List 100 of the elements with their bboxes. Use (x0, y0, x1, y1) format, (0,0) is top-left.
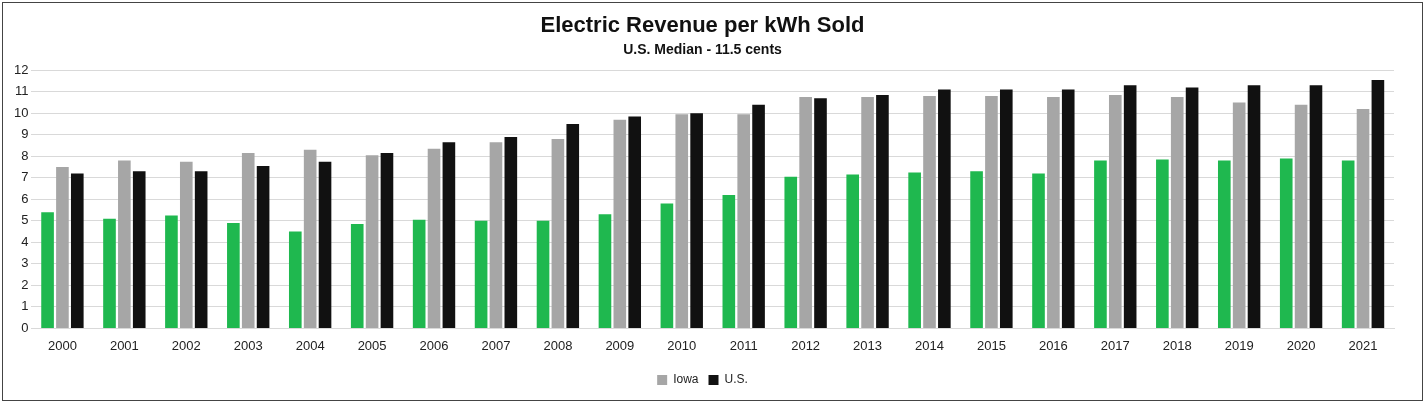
x-tick-label: 2015 (976, 337, 1006, 353)
bar (165, 215, 178, 328)
bar (1185, 87, 1199, 328)
bar (999, 89, 1013, 328)
bar (118, 160, 131, 328)
x-tick-label: 2009 (605, 337, 635, 353)
bar (1294, 104, 1308, 328)
x-tick-label: 2014 (915, 337, 944, 353)
y-tick-label: 2 (21, 276, 29, 292)
bar (536, 220, 550, 328)
bar (70, 173, 84, 328)
x-tick-label: 2013 (853, 337, 883, 353)
bar (442, 142, 456, 328)
y-tick-label: 3 (21, 255, 29, 271)
bar (179, 161, 193, 328)
bar (504, 136, 518, 328)
bar (566, 123, 580, 328)
x-tick-label: 2016 (1038, 337, 1068, 353)
bar (908, 172, 921, 328)
x-tick-label: 2021 (1348, 337, 1378, 353)
bar (598, 214, 612, 328)
x-tick-label: 2000 (47, 337, 77, 353)
x-tick-label: 2008 (543, 337, 573, 353)
bar (56, 167, 69, 328)
x-tick-label: 2001 (109, 337, 139, 353)
bar (303, 149, 317, 328)
y-tick-label: 7 (21, 169, 29, 185)
x-tick-label: 2010 (667, 337, 697, 353)
bar (846, 174, 860, 328)
bar (1232, 102, 1246, 328)
bar (1279, 158, 1293, 328)
legend-label: Iowa (673, 372, 699, 387)
y-tick-label: 6 (21, 190, 29, 206)
bar (551, 139, 565, 328)
bar (1217, 160, 1231, 328)
bar (613, 119, 627, 328)
x-tick-label: 2012 (791, 337, 821, 353)
bar (1371, 79, 1385, 328)
x-tick-label: 2007 (481, 337, 511, 353)
bar (938, 89, 951, 328)
bar (103, 218, 116, 328)
bar (1356, 108, 1370, 328)
bar (1108, 94, 1122, 328)
y-tick-label: 12 (13, 61, 29, 77)
bar (41, 212, 54, 328)
bar (489, 142, 503, 328)
bar (690, 113, 703, 328)
legend-label: U.S. (724, 372, 748, 387)
y-tick-label: 10 (13, 104, 29, 120)
chart-title: Electric Revenue per kWh Sold (540, 12, 865, 38)
x-tick-label: 2019 (1224, 337, 1254, 353)
x-tick-label: 2017 (1100, 337, 1130, 353)
x-tick-label: 2006 (419, 337, 449, 353)
bar (660, 203, 674, 328)
bar (288, 231, 302, 328)
bar (861, 97, 874, 328)
bar (318, 161, 332, 328)
x-tick-label: 2004 (295, 337, 325, 353)
x-tick-label: 2002 (171, 337, 201, 353)
bar (427, 148, 441, 328)
bar (1061, 89, 1075, 328)
bar (1247, 85, 1261, 328)
bar (752, 104, 765, 328)
bar (814, 98, 827, 328)
bar (737, 114, 751, 328)
bar (412, 219, 426, 328)
bar (675, 114, 689, 328)
bar (1170, 97, 1184, 328)
bar (474, 220, 488, 328)
x-tick-label: 2020 (1286, 337, 1316, 353)
bar (227, 222, 240, 328)
bar (876, 94, 889, 328)
bar (1032, 173, 1045, 328)
bar (380, 153, 394, 328)
x-tick-label: 2011 (729, 337, 758, 353)
bar (241, 153, 255, 328)
bar (1123, 85, 1137, 328)
bar (799, 97, 812, 328)
bar (985, 96, 998, 328)
x-tick-label: 2018 (1162, 337, 1192, 353)
y-tick-label: 8 (21, 147, 29, 163)
bar (350, 224, 364, 328)
bar (1309, 85, 1323, 328)
bar (194, 171, 208, 328)
bar (970, 171, 983, 328)
y-tick-label: 0 (21, 319, 29, 335)
y-tick-label: 9 (21, 126, 29, 142)
y-tick-label: 1 (21, 298, 29, 314)
bar (132, 171, 146, 328)
bar (1156, 159, 1169, 328)
bar (1094, 160, 1107, 328)
bar (365, 155, 379, 328)
bar (1047, 97, 1060, 328)
bar (1341, 160, 1355, 328)
bar (722, 195, 736, 328)
x-tick-label: 2005 (357, 337, 387, 353)
y-tick-label: 5 (21, 212, 29, 228)
bar (923, 96, 936, 328)
x-tick-label: 2003 (233, 337, 263, 353)
bar (628, 116, 642, 328)
